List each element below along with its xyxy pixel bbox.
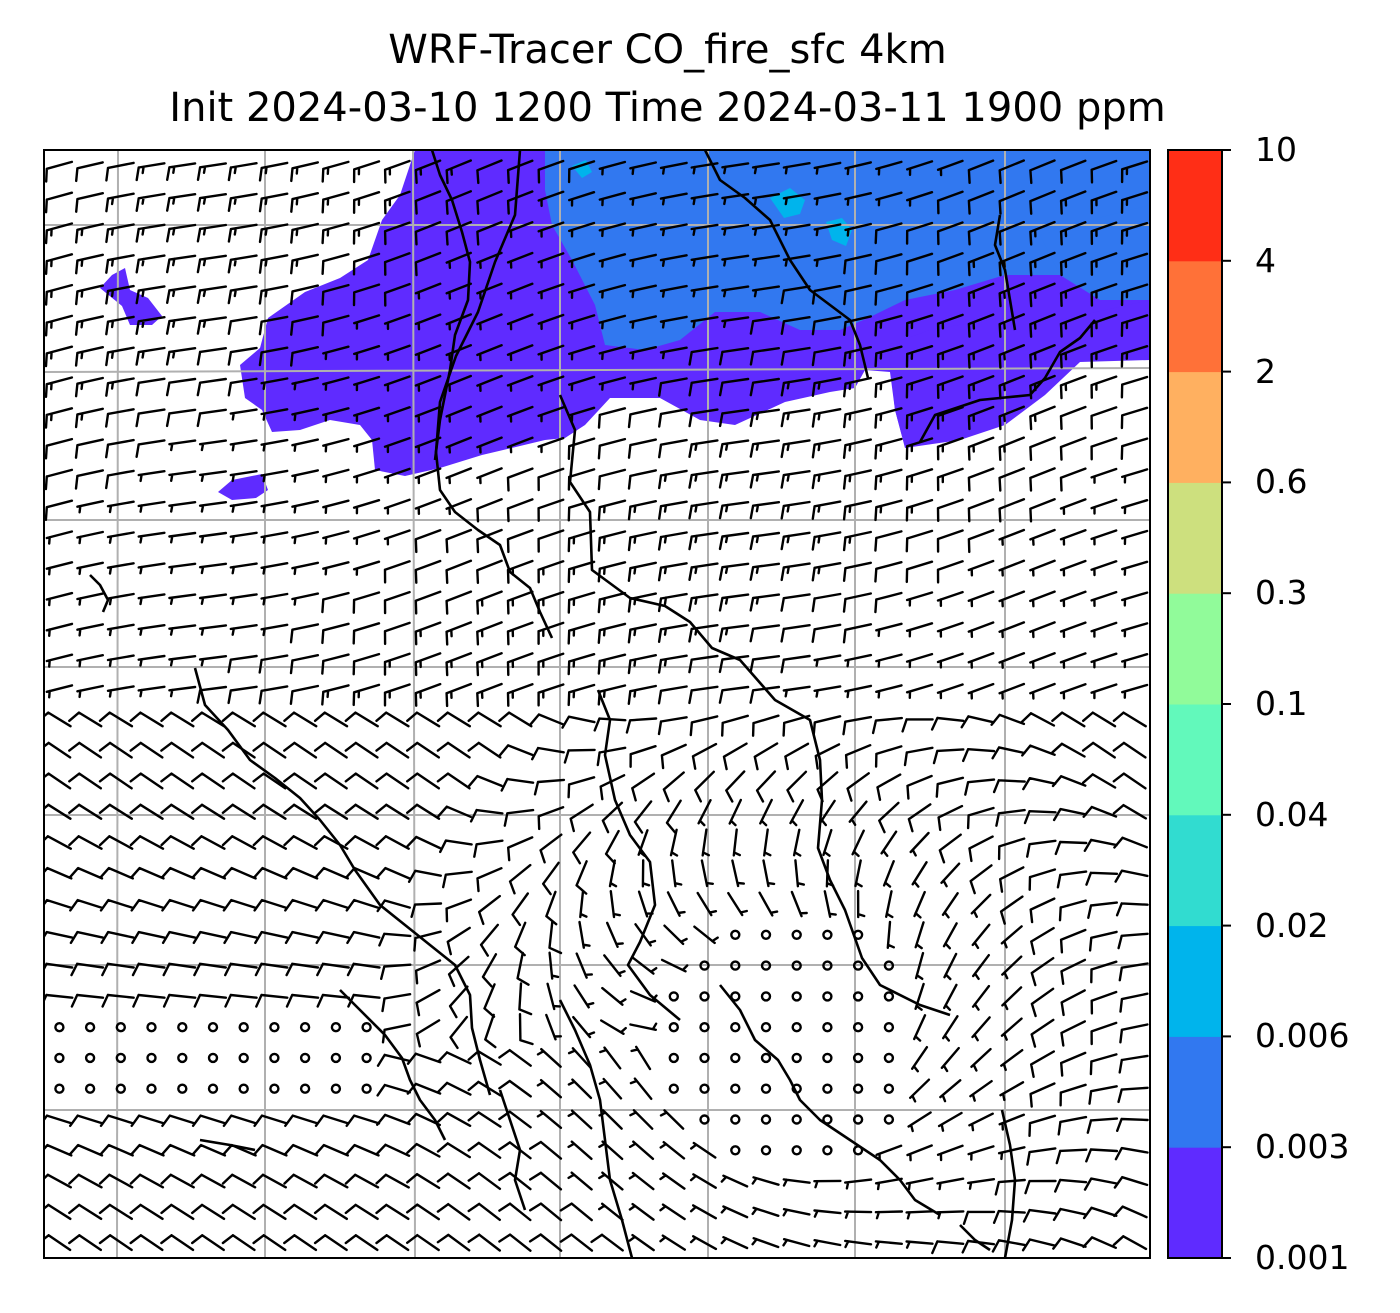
wind-barbs: [44, 159, 1149, 1255]
colorbar-swatch: [1168, 925, 1222, 1037]
colorbar-tick-label: 2: [1255, 351, 1276, 391]
colorbar-swatch: [1168, 482, 1222, 594]
colorbar-swatch: [1168, 260, 1222, 373]
colorbar-tick-label: 0.001: [1255, 1238, 1350, 1277]
map-title-line-2: Init 2024-03-10 1200 Time 2024-03-11 190…: [169, 85, 1166, 131]
colorbar-tick-label: 0.1: [1255, 684, 1308, 723]
colorbar: [1167, 149, 1231, 1259]
colorbar-tick-label: 0.006: [1255, 1016, 1350, 1056]
colorbar-swatch: [1168, 593, 1222, 705]
colorbar-swatch: [1168, 704, 1222, 816]
colorbar-tick-label: 0.003: [1255, 1127, 1350, 1167]
colorbar-swatch: [1168, 150, 1222, 262]
colorbar-tick-label: 0.6: [1255, 462, 1308, 502]
map-title-line-1: WRF-Tracer CO_fire_sfc 4km: [388, 27, 947, 73]
plot-area: [44, 150, 1150, 1258]
colorbar-tick-label: 10: [1255, 130, 1297, 169]
co-plume-patch-west: [218, 474, 268, 500]
colorbar-tick-label: 0.04: [1255, 794, 1329, 834]
co-plume-mid: [545, 150, 1150, 350]
colorbar-swatch: [1168, 814, 1222, 927]
colorbar-swatch: [1168, 1147, 1222, 1259]
colorbar-tick-label: 0.02: [1255, 905, 1329, 945]
colorbar-tick-label: 0.3: [1255, 573, 1308, 613]
colorbar-swatch: [1168, 371, 1222, 483]
colorbar-swatch: [1168, 1036, 1222, 1148]
graticule: [44, 150, 1150, 1258]
colorbar-tick-label: 4: [1255, 240, 1276, 280]
wind-barb-set: [44, 159, 1149, 1255]
plot-frame: [43, 149, 1151, 1259]
co-plume-patch-northwest: [100, 268, 162, 325]
